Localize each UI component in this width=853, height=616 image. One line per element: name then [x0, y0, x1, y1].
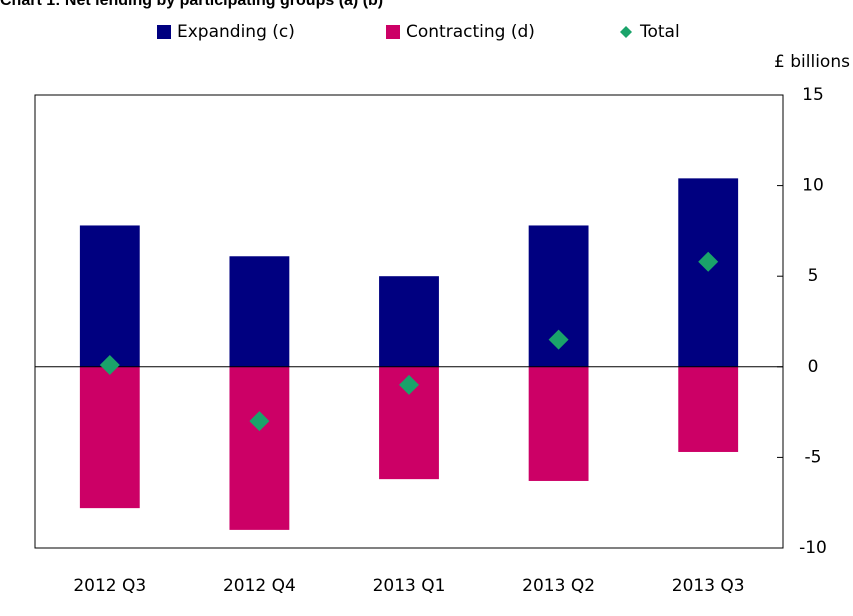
- y-tick-label: -10: [799, 538, 827, 558]
- chart-title: Chart 1: Net lending by participating gr…: [0, 0, 383, 9]
- bar: [79, 366, 140, 509]
- bar: [528, 366, 589, 481]
- point: [548, 329, 569, 350]
- legend-swatch: [157, 25, 171, 39]
- bar: [678, 366, 739, 452]
- bar: [79, 225, 140, 367]
- x-tick-label: 2013 Q2: [522, 576, 595, 596]
- point: [249, 411, 270, 432]
- bar: [379, 276, 439, 367]
- y-tick-label: 15: [802, 85, 824, 105]
- bar: [229, 256, 290, 367]
- y-axis-label: £ billions: [774, 52, 850, 72]
- plot-frame: [34, 94, 784, 549]
- legend-label: Expanding (c): [177, 22, 295, 42]
- legend-label: Total: [639, 22, 680, 42]
- y-tick-label: -5: [805, 447, 822, 467]
- point: [698, 251, 719, 272]
- point: [399, 374, 419, 395]
- y-tick-label: 0: [808, 357, 819, 377]
- y-tick-label: 5: [808, 266, 819, 286]
- x-tick-label: 2013 Q3: [672, 576, 745, 596]
- bar: [678, 178, 739, 367]
- legend-label: Contracting (d): [406, 22, 535, 42]
- legend-swatch: [620, 26, 632, 38]
- x-tick-label: 2012 Q3: [73, 576, 146, 596]
- y-tick-label: 10: [802, 176, 824, 196]
- legend-swatch: [386, 25, 400, 39]
- x-tick-label: 2013 Q1: [373, 576, 446, 596]
- point: [99, 354, 120, 375]
- bar: [229, 366, 290, 530]
- x-tick-label: 2012 Q4: [223, 576, 296, 596]
